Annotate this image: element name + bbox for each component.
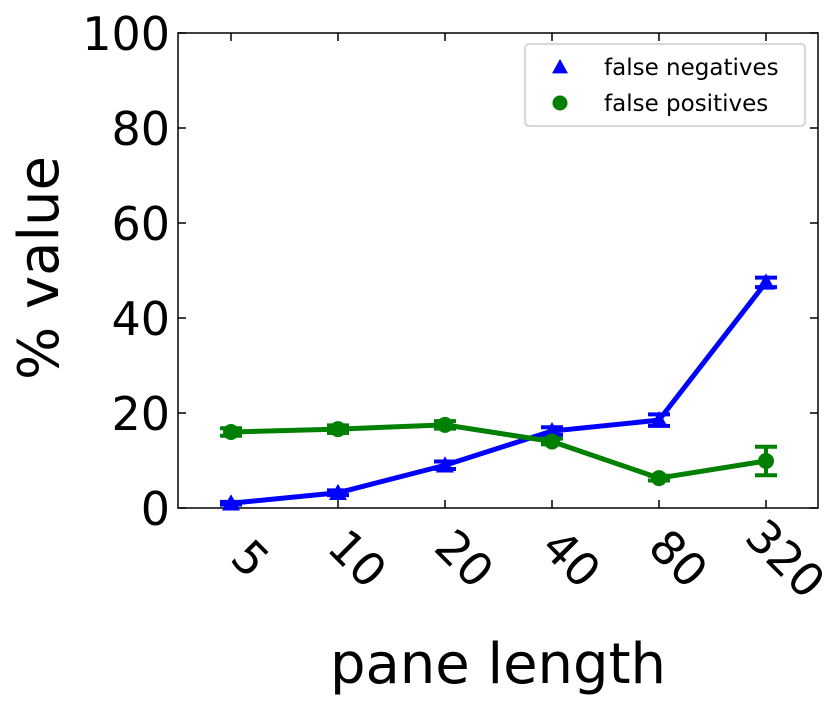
legend-items: false negatives false positives [552,55,779,117]
y-tick-label: 20 [111,387,170,441]
legend-marker-circle [552,95,568,111]
data-point [651,470,667,487]
data-point [757,273,775,290]
data-point [543,422,561,439]
x-tick-label: 40 [532,519,612,599]
data-point [222,494,240,511]
series-layer [220,273,777,511]
data-point [436,456,454,473]
x-axis-title: pane length [330,632,666,697]
data-point [437,416,453,433]
data-point [223,424,239,440]
y-tick-label: 0 [141,482,170,536]
data-point [650,411,668,428]
y-tick-label: 60 [111,197,170,251]
legend: false negatives false positives [524,43,806,127]
series-line [230,280,768,506]
y-tick-label: 100 [82,7,170,61]
series-line [230,422,767,481]
plot-frame [177,32,819,509]
data-point [758,452,774,469]
legend-label: false positives [604,91,768,117]
x-tick-label: 80 [639,519,719,599]
data-point [329,483,347,500]
series-false-positives [220,416,777,487]
x-tick-label: 10 [318,519,398,599]
x-tick-label: 5 [221,529,280,588]
legend-box [524,43,806,127]
x-tick-label: 20 [425,519,505,599]
y-tick-label: 80 [111,102,170,156]
legend-label: false negatives [604,55,779,81]
y-tick-label: 40 [111,292,170,346]
legend-marker-triangle [552,59,568,74]
data-point [544,433,560,450]
x-tick-label: 320 [735,509,831,609]
y-axis-title: % value [7,156,72,380]
data-point [330,421,346,438]
